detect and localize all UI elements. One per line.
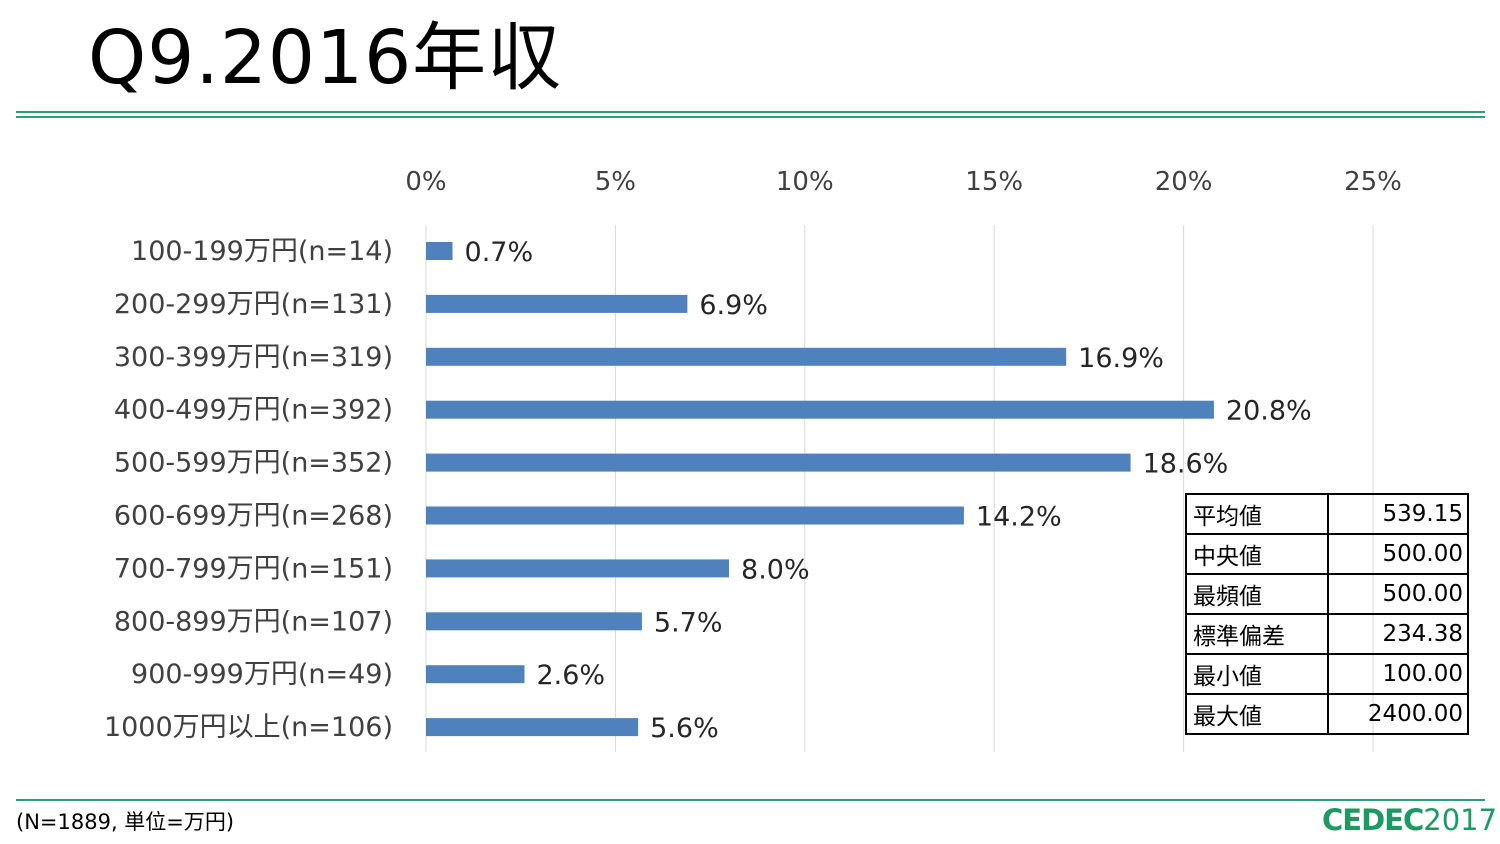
stats-label: 最大値: [1185, 693, 1329, 735]
stats-label: 最小値: [1185, 653, 1329, 695]
bar: [426, 718, 639, 737]
category-label: 900-999万円(n=49): [131, 659, 393, 690]
data-label: 8.0%: [741, 554, 810, 585]
x-tick-label: 0%: [405, 167, 446, 197]
x-tick-label: 10%: [776, 167, 834, 197]
category-label: 600-699万円(n=268): [114, 501, 393, 532]
category-label: 800-899万円(n=107): [114, 606, 393, 637]
bar: [426, 453, 1131, 472]
category-label: 400-499万円(n=392): [114, 395, 393, 426]
logo-brand: CEDEC: [1322, 803, 1424, 837]
bar: [426, 665, 525, 684]
category-label: 1000万円以上(n=106): [104, 712, 393, 743]
x-tick-label: 15%: [965, 167, 1023, 197]
logo-year: 2017: [1423, 803, 1498, 837]
bar: [426, 559, 730, 578]
category-label: 300-399万円(n=319): [114, 342, 393, 373]
bar: [426, 400, 1214, 419]
stats-value: 234.38: [1327, 613, 1469, 655]
category-label: 100-199万円(n=14): [131, 236, 393, 267]
category-label: 700-799万円(n=151): [114, 553, 393, 584]
stats-row-mean: 平均値 539.15: [1185, 493, 1469, 535]
x-tick-label: 5%: [595, 167, 636, 197]
stats-row-min: 最小値 100.00: [1185, 653, 1469, 695]
data-label: 16.9%: [1078, 343, 1164, 374]
stats-label: 平均値: [1185, 493, 1329, 535]
category-label: 500-599万円(n=352): [114, 448, 393, 479]
cedec-logo: CEDEC2017: [1322, 803, 1497, 837]
stats-row-max: 最大値 2400.00: [1185, 693, 1469, 735]
footer-rule: [16, 799, 1485, 801]
title-rule-top: [16, 111, 1485, 113]
data-label: 0.7%: [465, 237, 534, 268]
bar: [426, 294, 688, 313]
stats-value: 500.00: [1327, 573, 1469, 615]
data-label: 5.6%: [650, 713, 719, 744]
stats-label: 標準偏差: [1185, 613, 1329, 655]
data-label: 18.6%: [1143, 449, 1229, 480]
stats-row-mode: 最頻値 500.00: [1185, 573, 1469, 615]
stats-row-stddev: 標準偏差 234.38: [1185, 613, 1469, 655]
stats-row-median: 中央値 500.00: [1185, 533, 1469, 575]
bar: [426, 242, 453, 260]
page-title: Q9.2016年収: [88, 15, 563, 101]
data-label: 6.9%: [699, 290, 768, 321]
stats-table: 平均値 539.15 中央値 500.00 最頻値 500.00 標準偏差 23…: [1185, 493, 1469, 735]
data-label: 5.7%: [654, 607, 723, 638]
data-label: 20.8%: [1226, 396, 1312, 427]
stats-value: 500.00: [1327, 533, 1469, 575]
data-label: 14.2%: [976, 502, 1062, 533]
bar: [426, 347, 1067, 366]
bar: [426, 612, 642, 631]
stats-label: 最頻値: [1185, 573, 1329, 615]
title-rule-bottom: [16, 116, 1485, 118]
footnote: (N=1889, 単位=万円): [16, 810, 235, 834]
data-label: 2.6%: [536, 660, 605, 691]
stats-value: 100.00: [1327, 653, 1469, 695]
bar: [426, 506, 964, 525]
x-tick-label: 20%: [1155, 167, 1213, 197]
stats-value: 2400.00: [1327, 693, 1469, 735]
stats-label: 中央値: [1185, 533, 1329, 575]
stats-value: 539.15: [1327, 493, 1469, 535]
category-label: 200-299万円(n=131): [114, 289, 393, 320]
x-tick-label: 25%: [1344, 167, 1402, 197]
